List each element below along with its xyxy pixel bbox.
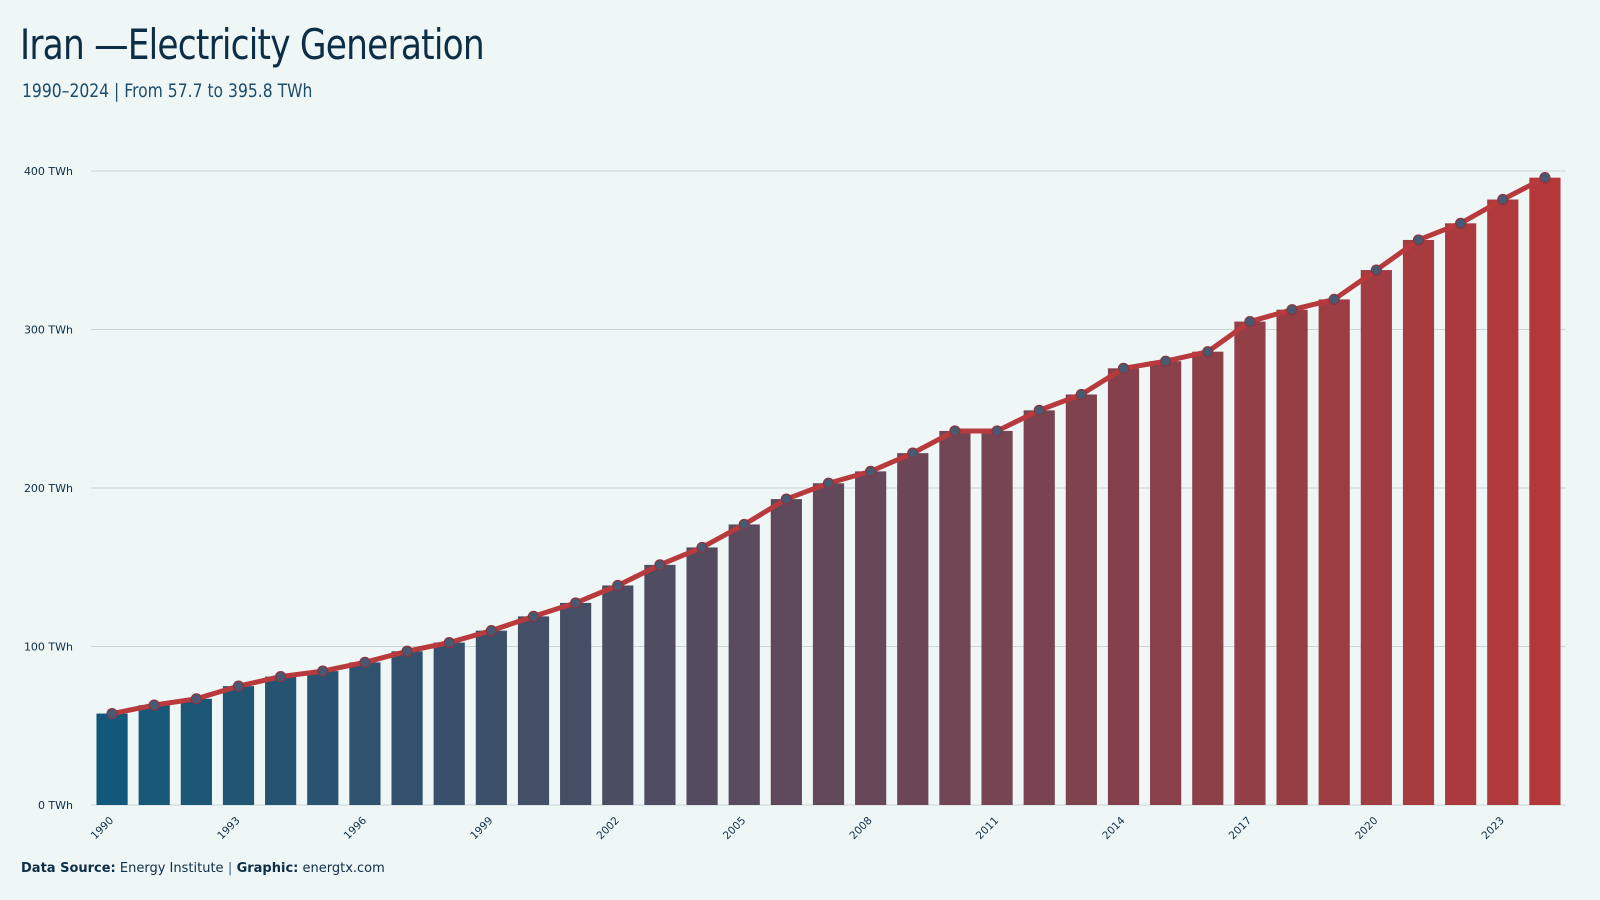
x-tick-label: 2011 [974,815,1001,842]
bar-2002 [602,585,634,805]
graphic-value: energtx.com [302,861,385,876]
point-2018 [1286,304,1298,316]
point-2003 [654,559,666,571]
point-2015 [1160,355,1172,367]
point-2014 [1117,362,1130,374]
bar-2006 [770,499,802,805]
x-tick-label: 1999 [468,815,495,842]
point-2002 [612,579,624,592]
bar-2022 [1445,223,1477,805]
bar-2009 [897,453,929,805]
chart-title: Iran —Electricity Generation [20,20,485,69]
source-value: Energy Institute [119,861,224,876]
bar-2003 [644,564,676,805]
bar-2005 [728,524,760,805]
y-tick-label: 100 TWh [24,641,73,654]
y-tick-label: 0 TWh [38,799,73,812]
point-2001 [570,597,582,609]
point-1990 [106,707,118,720]
point-2006 [780,493,792,505]
point-2020 [1370,264,1382,276]
bar-2014 [1107,368,1140,805]
x-tick-label: 2020 [1353,815,1380,842]
bar-2000 [517,616,550,805]
x-tick-label: 2014 [1100,814,1128,842]
point-2016 [1202,346,1214,358]
point-2024 [1539,172,1551,184]
bar-2011 [981,430,1013,805]
point-2011 [991,425,1003,437]
x-tick-label: 2017 [1227,815,1254,842]
bar-2019 [1318,299,1350,805]
point-2017 [1244,315,1256,328]
bar-2024 [1529,177,1561,806]
x-tick-label: 2008 [847,815,874,842]
point-2000 [527,610,540,622]
x-tick-label: 1990 [89,815,116,842]
bar-2020 [1360,270,1392,805]
bar-1998 [433,642,465,805]
point-2019 [1328,293,1340,305]
bar-1996 [349,662,381,805]
x-tick-label: 1996 [342,814,370,842]
point-2023 [1497,193,1509,206]
point-1997 [401,645,413,657]
point-2022 [1455,217,1467,229]
point-1995 [317,665,329,677]
bar-2015 [1150,361,1182,805]
bar-1992 [180,698,212,805]
bar-1990 [96,713,128,805]
point-2010 [949,425,961,437]
bar-2008 [855,471,887,805]
bar-1993 [222,686,255,805]
point-1993 [232,680,245,692]
point-1998 [443,636,455,649]
bar-2001 [560,602,592,805]
y-tick-label: 400 TWh [24,165,73,178]
bar-2018 [1276,309,1308,805]
bar-1997 [391,651,423,805]
point-2007 [822,477,835,489]
bar-1994 [265,676,297,805]
bar-2004 [686,547,718,805]
bar-1999 [475,630,507,805]
x-tick-label: 2005 [721,815,748,842]
point-2021 [1412,234,1425,246]
bar-1991 [138,705,170,805]
point-1992 [190,693,202,705]
point-1996 [359,656,371,668]
y-tick-label: 300 TWh [24,324,73,337]
chart-subtitle: 1990–2024 | From 57.7 to 395.8 TWh [22,80,313,102]
x-tick-label: 1993 [215,815,242,842]
bar-2012 [1023,410,1055,805]
point-1994 [275,671,287,683]
bar-2021 [1402,239,1435,805]
point-1991 [148,699,160,711]
bar-2010 [939,430,971,805]
bar-1995 [307,671,339,805]
point-2005 [738,518,750,531]
point-1999 [485,625,497,637]
bar-2007 [812,483,845,805]
x-tick-label: 2002 [595,815,622,842]
footer-credits: Data Source: Energy Institute | Graphic:… [21,861,385,876]
bar-2016 [1192,351,1224,805]
bar-2023 [1487,199,1519,805]
bar-2013 [1065,394,1097,805]
point-2013 [1075,388,1087,401]
point-2012 [1033,404,1045,416]
bar-2017 [1234,321,1266,805]
x-tick-label: 2023 [1480,815,1507,842]
y-tick-label: 200 TWh [24,482,73,495]
source-label: Data Source: [21,861,116,876]
footer-separator: | [227,861,233,876]
point-2004 [696,541,708,554]
point-2009 [907,447,919,459]
graphic-label: Graphic: [236,861,299,876]
point-2008 [865,465,877,477]
